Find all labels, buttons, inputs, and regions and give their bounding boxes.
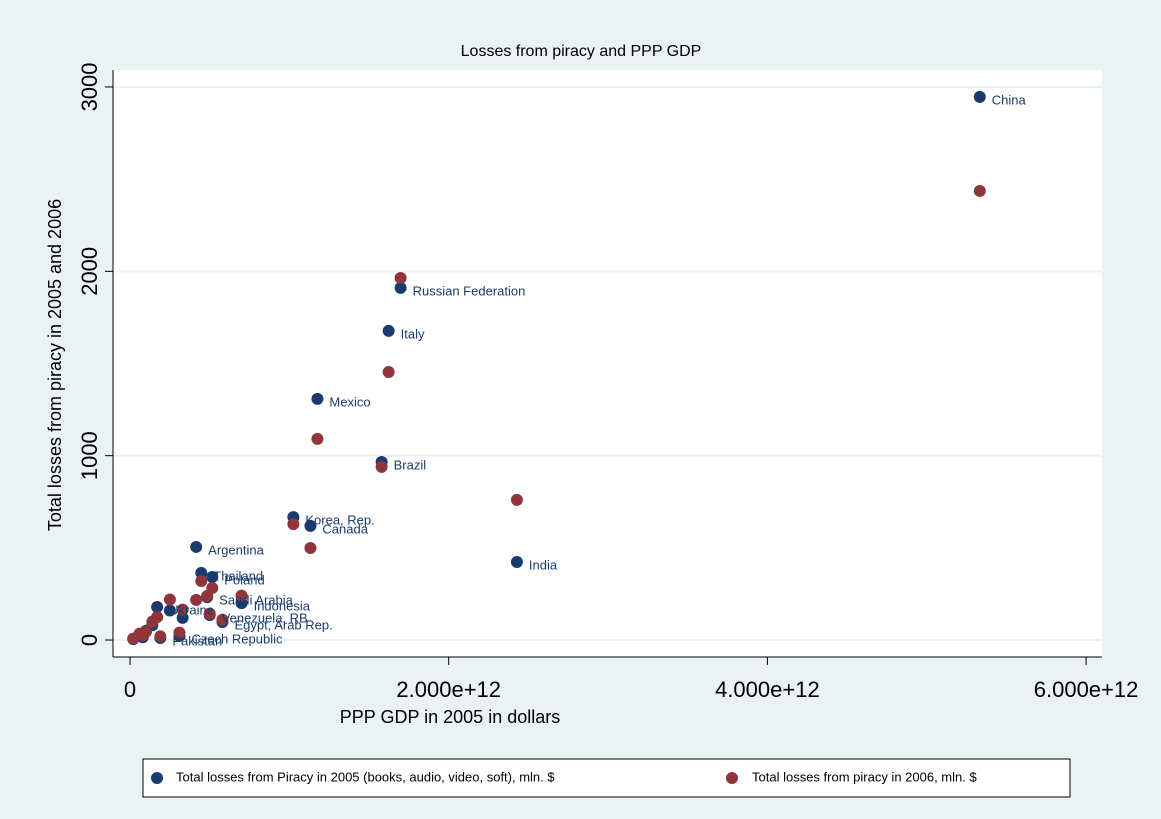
legend [142,758,1071,798]
point [151,601,164,614]
point [190,540,203,553]
legend-marker [151,772,163,784]
point-label: India [529,557,558,572]
point [375,460,388,473]
point [287,518,300,531]
point-label: Indonesia [254,599,311,614]
point [163,593,176,606]
legend-label: Total losses from Piracy in 2005 (books,… [176,769,555,784]
y-tick-label: 3000 [77,62,102,111]
point-label: Pakistan [172,633,222,648]
point-label: China [992,92,1027,107]
point-label: Thailand [213,568,263,583]
point-label: Ukraine [169,602,214,617]
point [154,630,167,643]
point-label: Korea, Rep. [305,513,374,528]
point-label: Poland [224,572,264,587]
point [203,607,216,620]
point [394,281,407,294]
point-label: Egypt, Arab Rep. [234,617,332,632]
x-axis-label: PPP GDP in 2005 in dollars [340,707,560,727]
point [394,271,407,284]
point [235,589,248,602]
point [176,611,189,624]
point-label: Argentina [208,542,264,557]
point [382,324,395,337]
point [216,613,229,626]
y-axis-label: Total losses from piracy in 2005 and 200… [45,199,65,531]
point [382,365,395,378]
point-label: Russian Federation [413,283,526,298]
point [146,615,159,628]
point-label: Italy [401,326,425,341]
point [206,570,219,583]
legend-marker [726,772,738,784]
y-tick-label: 1000 [77,431,102,480]
y-tick-label: 2000 [77,247,102,296]
point [510,493,523,506]
point-label: Brazil [394,457,427,472]
y-tick-label: 0 [77,634,102,646]
point [176,603,189,616]
x-tick-label: 0 [124,677,136,702]
point [311,392,324,405]
point-label: Mexico [329,394,370,409]
point [136,629,149,642]
x-tick-label: 4.000e+12 [715,677,820,702]
point-label: Saudi Arabia [219,593,293,608]
point [973,90,986,103]
point [163,604,176,617]
point-label: Czech Republic [191,631,283,646]
point [173,626,186,639]
point [510,556,523,569]
point [304,519,317,532]
point [973,184,986,197]
legend-label: Total losses from piracy in 2006, mln. $ [752,769,977,784]
point [201,589,214,602]
point-label: Canada [322,521,368,536]
point [311,432,324,445]
point-label: Venezuela, RB [222,610,308,625]
x-tick-label: 6.000e+12 [1034,677,1139,702]
point [190,593,203,606]
chart-title: Losses from piracy and PPP GDP [461,43,702,60]
plot-area [113,70,1102,657]
point [195,575,208,588]
point [304,542,317,555]
x-tick-label: 2.000e+12 [396,677,501,702]
